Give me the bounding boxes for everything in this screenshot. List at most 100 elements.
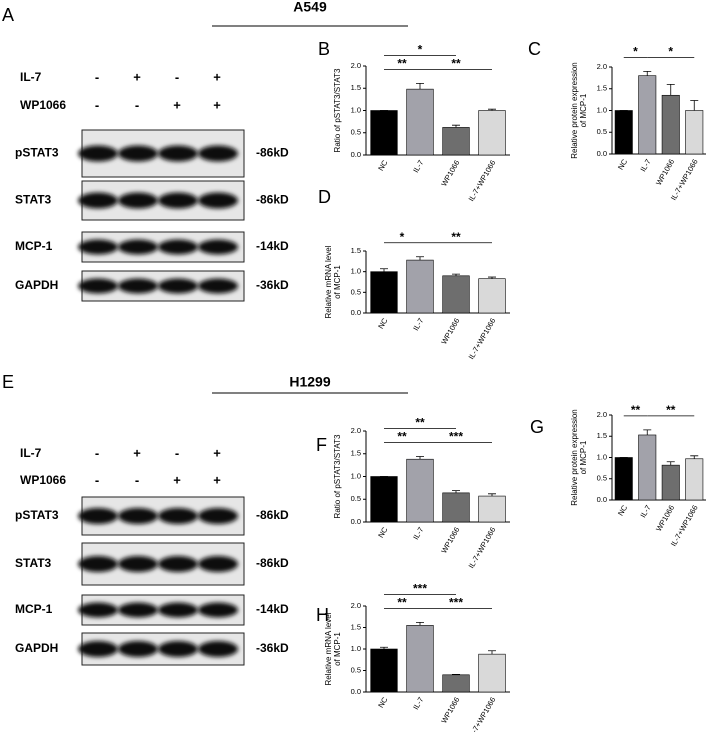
bar	[370, 648, 398, 693]
band-size: -36kD	[256, 278, 289, 292]
significance-label: ***	[449, 596, 463, 610]
blot-band	[198, 278, 238, 294]
x-tick-label: NC	[376, 695, 390, 709]
treatment-mark: +	[213, 97, 221, 112]
bar	[478, 653, 506, 693]
y-tick-label: 0.5	[351, 128, 361, 137]
error-bar	[380, 646, 388, 649]
band-name: pSTAT3	[15, 508, 59, 522]
blot-band	[158, 602, 198, 618]
x-tick-label: IL-7+WP1066	[467, 158, 498, 202]
y-tick-label: 1.5	[351, 246, 361, 255]
blot-band	[198, 192, 238, 209]
band-name: STAT3	[15, 193, 52, 207]
y-axis-label: of MCP-1	[579, 93, 588, 127]
y-axis-label: Relative protein expression	[570, 409, 579, 506]
band-name: MCP-1	[15, 602, 53, 616]
x-tick-label: IL-7+WP1066	[467, 695, 498, 732]
y-axis-label: Relative mRNA level	[324, 245, 333, 318]
treatment-mark: +	[133, 445, 141, 460]
significance-label: **	[397, 596, 407, 610]
y-tick-label: 0.5	[351, 665, 361, 674]
cell-line-title: A549	[293, 0, 327, 15]
bar	[442, 127, 470, 156]
treatment-mark: +	[213, 69, 221, 84]
bar	[614, 110, 633, 155]
significance-label: **	[631, 403, 641, 417]
blot-band	[198, 508, 238, 524]
x-tick-label: IL-7	[411, 695, 425, 711]
blot-band	[118, 602, 158, 618]
error-bar	[643, 429, 652, 435]
x-tick-label: IL-7	[411, 525, 425, 541]
panel-letter: A	[2, 5, 14, 25]
y-tick-label: 1.5	[597, 84, 607, 93]
blot-band	[118, 192, 158, 209]
x-tick-label: NC	[376, 525, 390, 539]
blot-band	[78, 145, 118, 162]
blot-band	[158, 239, 198, 255]
y-axis-label: Ratio of pSTAT3/STAT3	[333, 68, 342, 152]
band-size: -14kD	[256, 602, 289, 616]
error-bar	[416, 456, 424, 460]
y-tick-label: 2.0	[351, 601, 361, 610]
bar	[638, 434, 657, 501]
bar	[685, 110, 704, 155]
treatment-mark: +	[173, 97, 181, 112]
y-axis-label: Relative protein expression	[570, 62, 579, 159]
x-tick-label: NC	[616, 503, 630, 517]
y-tick-label: 0.5	[351, 287, 361, 296]
significance-label: **	[397, 430, 407, 444]
x-tick-label: IL-7	[638, 157, 652, 173]
treatment-mark: +	[213, 445, 221, 460]
blot-band	[198, 641, 238, 657]
blot-band	[158, 508, 198, 524]
band-name: STAT3	[15, 556, 52, 570]
blot-band	[118, 508, 158, 524]
significance-label: *	[400, 230, 405, 244]
band-size: -86kD	[256, 146, 289, 160]
treatment-mark: -	[95, 445, 99, 460]
significance-label: ***	[449, 430, 463, 444]
bar	[442, 492, 470, 523]
blot-band	[78, 508, 118, 524]
x-tick-label: WP1066	[654, 503, 676, 532]
x-tick-label: NC	[616, 157, 630, 171]
y-axis-label: of MCP-1	[579, 440, 588, 474]
error-bar	[488, 493, 496, 497]
error-bar	[643, 70, 652, 76]
y-tick-label: 2.0	[597, 62, 607, 71]
blot-band	[198, 602, 238, 618]
panel-letter: C	[528, 39, 541, 59]
bar	[478, 110, 506, 156]
band-size: -86kD	[256, 508, 289, 522]
x-tick-label: WP1066	[439, 316, 461, 345]
significance-label: **	[397, 57, 407, 71]
treatment-mark: -	[135, 472, 139, 487]
blot-band	[118, 278, 158, 294]
y-tick-label: 1.0	[597, 452, 607, 461]
x-tick-label: IL-7+WP1066	[467, 525, 498, 569]
blot-band	[78, 602, 118, 618]
x-tick-label: IL-7+WP1066	[467, 316, 498, 360]
significance-label: **	[415, 416, 425, 430]
band-size: -14kD	[256, 239, 289, 253]
cell-line-title: H1299	[289, 374, 330, 390]
significance-label: *	[668, 45, 673, 59]
blot-band	[158, 145, 198, 162]
treatment-label: IL-7	[20, 70, 42, 84]
treatment-mark: -	[175, 445, 179, 460]
y-tick-label: 1.0	[351, 105, 361, 114]
blot-band	[158, 192, 198, 209]
y-tick-label: 1.5	[351, 83, 361, 92]
y-tick-label: 1.5	[351, 622, 361, 631]
bar	[685, 458, 704, 501]
y-tick-label: 1.0	[597, 105, 607, 114]
y-tick-label: 0.5	[597, 127, 607, 136]
error-bar	[452, 124, 460, 128]
x-tick-label: IL-7	[638, 503, 652, 519]
bar	[370, 110, 398, 156]
significance-label: *	[633, 45, 638, 59]
error-bar	[416, 256, 424, 261]
